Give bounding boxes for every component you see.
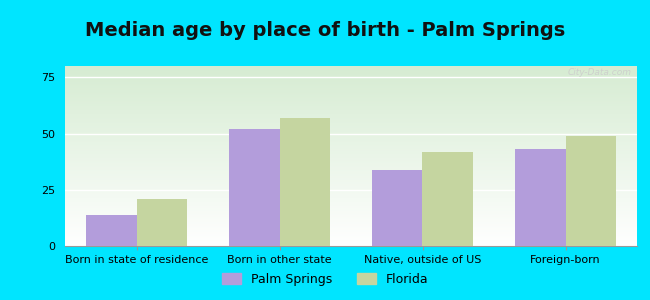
Bar [229, 129, 280, 246]
Bar [86, 214, 136, 246]
Bar [136, 199, 187, 246]
Text: City-Data.com: City-Data.com [567, 68, 631, 77]
Bar [515, 149, 566, 246]
Legend: Palm Springs, Florida: Palm Springs, Florida [217, 268, 433, 291]
Bar [422, 152, 473, 246]
Bar [372, 169, 423, 246]
Bar [280, 118, 330, 246]
Bar [566, 136, 616, 246]
Text: Median age by place of birth - Palm Springs: Median age by place of birth - Palm Spri… [85, 21, 565, 40]
